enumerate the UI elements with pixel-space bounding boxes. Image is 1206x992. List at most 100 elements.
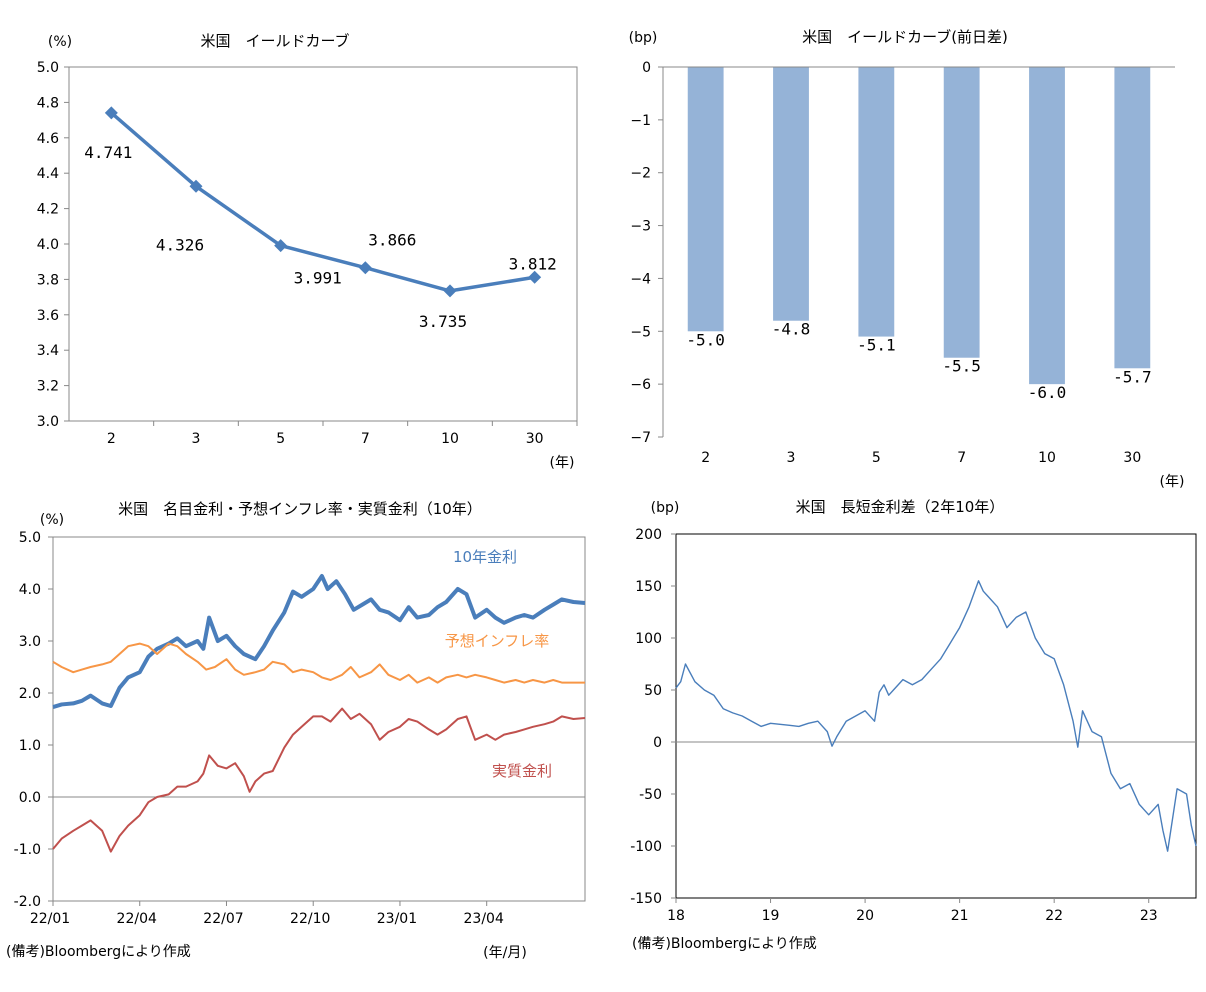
y-tick-label: 50 <box>644 683 662 699</box>
series-line-real <box>52 707 586 853</box>
y-tick-label: 4.0 <box>37 237 59 253</box>
x-tick-label: 23 <box>1140 908 1158 924</box>
y-tick-label: -150 <box>630 891 662 907</box>
data-point-marker <box>104 106 118 120</box>
x-tick-label: 30 <box>526 431 544 447</box>
x-tick-label: 23/01 <box>377 911 417 927</box>
spread-title: 米国 長短金利差（2年10年） <box>796 498 1005 516</box>
x-tick-label: 22 <box>1045 908 1063 924</box>
data-label: -4.8 <box>772 320 811 339</box>
spread-line <box>675 580 1197 852</box>
yield-curve-x-axis-label: (年) <box>550 455 575 471</box>
y-tick-label: −2 <box>630 166 651 182</box>
y-tick-label: 150 <box>635 579 662 595</box>
y-tick-label: 200 <box>635 527 662 543</box>
y-tick-label: −5 <box>630 324 651 340</box>
y-tick-label: −4 <box>630 271 651 287</box>
y-tick-label: 0 <box>653 735 662 751</box>
y-tick-label: 3.0 <box>37 414 59 430</box>
data-label: 3.812 <box>509 254 557 273</box>
y-tick-label: 3.0 <box>19 634 41 650</box>
x-tick-label: 10 <box>1038 450 1056 466</box>
yield-change-chart: 米国 イールドカーブ(前日差) (bp) 0 −1 −2 −3 −4 −5 −6 −7 2 3 5… <box>629 28 1185 490</box>
bar <box>943 67 980 358</box>
x-tick-label: 22/10 <box>290 911 330 927</box>
y-tick-label: -1.0 <box>14 842 41 858</box>
data-label: -5.0 <box>686 330 725 349</box>
bar <box>858 67 895 337</box>
x-tick-label: 22/07 <box>203 911 243 927</box>
y-tick-label: 4.4 <box>37 166 59 182</box>
yield-curve-line <box>110 111 535 293</box>
y-tick-label: 1.0 <box>19 738 41 754</box>
x-tick-label: 18 <box>667 908 685 924</box>
data-label: -5.7 <box>1113 367 1152 386</box>
bar <box>1114 67 1151 369</box>
footnote-left: (備考)Bloombergにより作成 <box>6 944 191 960</box>
data-label: -5.5 <box>942 357 981 376</box>
data-label: -6.0 <box>1028 383 1067 402</box>
series-line-nominal <box>52 574 586 709</box>
data-label: 4.741 <box>84 143 132 162</box>
y-tick-label: -2.0 <box>14 894 41 910</box>
y-tick-label: 4.6 <box>37 131 59 147</box>
y-tick-label: −7 <box>630 430 651 446</box>
x-tick-label: 30 <box>1123 450 1141 466</box>
data-label: -5.1 <box>857 336 896 355</box>
y-tick-label: 3.6 <box>37 308 59 324</box>
spread-chart: 米国 長短金利差（2年10年） (bp) 200 150 100 50 0 -50 -100… <box>630 498 1197 924</box>
rates-breakdown-x-axis-label: (年/月) <box>483 945 527 961</box>
series-line-inflation <box>52 642 585 684</box>
rates-breakdown-unit-label: (%) <box>40 512 64 528</box>
x-tick-label: 7 <box>361 431 370 447</box>
footnote-right: (備考)Bloombergにより作成 <box>632 936 817 952</box>
x-tick-label: 5 <box>276 431 285 447</box>
x-tick-label: 10 <box>441 431 459 447</box>
y-tick-label: 4.0 <box>19 582 41 598</box>
x-tick-label: 20 <box>856 908 874 924</box>
data-label: 3.735 <box>419 312 467 331</box>
x-tick-label: 19 <box>762 908 780 924</box>
data-label: 4.326 <box>156 235 204 254</box>
y-tick-label: 100 <box>635 631 662 647</box>
y-tick-label: 0.0 <box>19 790 41 806</box>
bar <box>1029 67 1065 385</box>
x-tick-label: 23/04 <box>464 911 504 927</box>
spread-plot-area <box>675 533 1197 899</box>
yield-curve-unit-label: (%) <box>48 34 72 50</box>
y-tick-label: 5.0 <box>19 530 41 546</box>
x-tick-label: 2 <box>107 431 116 447</box>
data-point-marker <box>443 284 457 298</box>
x-tick-label: 21 <box>951 908 969 924</box>
yield-curve-plot-area <box>68 66 578 422</box>
x-tick-label: 5 <box>872 450 881 466</box>
bar <box>687 67 724 332</box>
series-label-inflation: 予想インフレ率 <box>445 632 550 650</box>
y-tick-label: −1 <box>630 113 651 129</box>
series-label-nominal: 10年金利 <box>453 548 517 566</box>
x-tick-label: 2 <box>701 450 710 466</box>
spread-unit-label: (bp) <box>651 500 680 516</box>
bar <box>773 67 809 321</box>
x-tick-label: 3 <box>787 450 796 466</box>
y-tick-label: -100 <box>630 839 662 855</box>
yield-change-unit-label: (bp) <box>629 30 658 46</box>
data-point-marker <box>358 261 372 275</box>
series-label-real: 実質金利 <box>492 762 552 780</box>
y-tick-label: 4.8 <box>37 95 59 111</box>
x-tick-label: 22/01 <box>30 911 70 927</box>
rates-breakdown-plot-area <box>52 536 586 902</box>
yield-curve-chart: 米国 イールドカーブ (%) 5.0 4.8 4.6 4.4 4.2 4.0 3.8 3.6 3… <box>37 32 578 471</box>
y-tick-label: 2.0 <box>19 686 41 702</box>
y-tick-label: 4.2 <box>37 202 59 218</box>
x-tick-label: 22/04 <box>117 911 157 927</box>
y-tick-label: 5.0 <box>37 60 59 76</box>
yield-curve-title: 米国 イールドカーブ <box>200 32 349 50</box>
data-label: 3.991 <box>294 269 342 288</box>
data-point-marker <box>528 270 542 284</box>
rates-breakdown-title: 米国 名目金利・予想インフレ率・実質金利（10年） <box>118 500 482 518</box>
y-tick-label: 3.4 <box>37 343 59 359</box>
data-label: 3.866 <box>368 231 416 250</box>
yield-change-x-axis-label: (年) <box>1160 474 1185 490</box>
